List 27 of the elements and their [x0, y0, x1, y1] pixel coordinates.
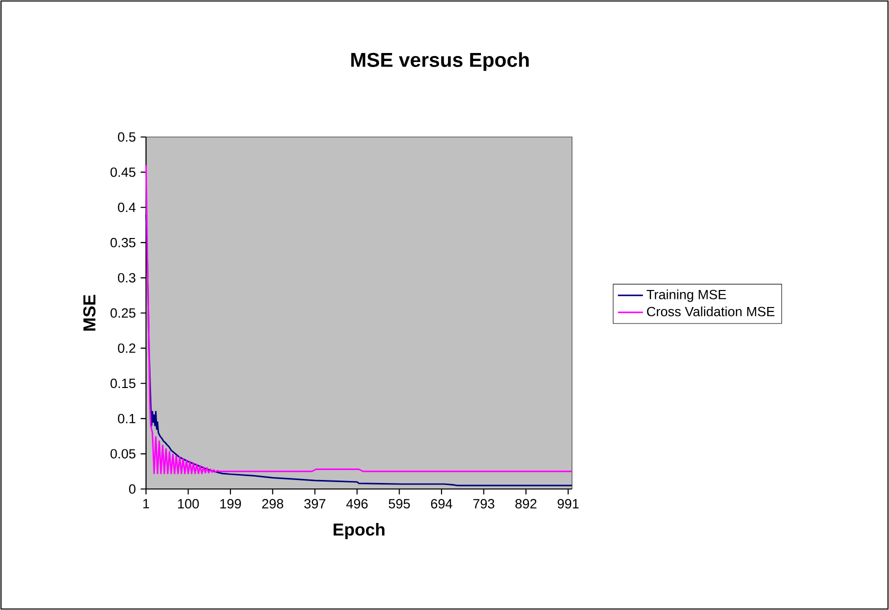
x-tick-label: 1	[143, 499, 150, 508]
x-tick-label: 892	[515, 499, 536, 508]
y-tick-label: 0.15	[110, 378, 136, 388]
x-tick-label: 100	[178, 499, 199, 508]
y-axis-title: MSE	[83, 294, 96, 331]
y-tick-label: 0.3	[118, 273, 136, 283]
y-tick-label: 0.5	[118, 132, 136, 142]
y-tick-label: 0.1	[118, 414, 136, 424]
x-tick-label: 298	[262, 499, 284, 508]
x-tick-label: 793	[473, 499, 494, 508]
y-tick-label: 0.35	[110, 238, 136, 248]
y-tick-label: 0.05	[110, 449, 136, 458]
chart-title: MSE versus Epoch	[351, 52, 529, 71]
y-tick-label: 0.45	[110, 167, 136, 177]
legend-label: Training MSE	[646, 290, 726, 302]
y-tick-label: 0.2	[118, 343, 136, 353]
y-tick-label: 0.4	[118, 202, 136, 212]
x-tick-label: 397	[304, 499, 326, 508]
x-tick-label: 496	[346, 499, 368, 508]
legend-label: Cross Validation MSE	[647, 306, 774, 316]
y-tick-label: 0.25	[110, 308, 136, 318]
x-tick-label: 199	[220, 499, 241, 508]
x-tick-label: 694	[431, 499, 452, 508]
x-tick-label: 991	[558, 499, 579, 508]
x-tick-label: 595	[388, 499, 410, 508]
y-tick-label: 0	[129, 484, 136, 494]
x-axis-title: Epoch	[334, 522, 384, 540]
